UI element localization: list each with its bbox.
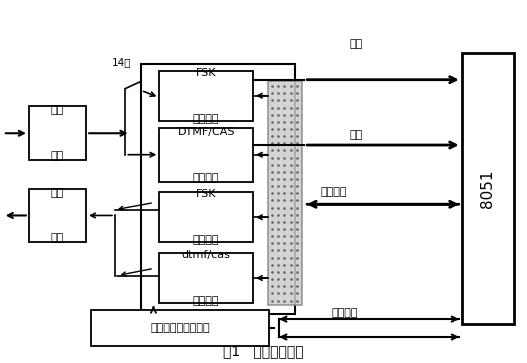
Text: 解码模块: 解码模块 (193, 114, 219, 123)
Bar (462, 53, 514, 325)
Text: 中断: 中断 (349, 130, 363, 140)
Text: 14位: 14位 (112, 57, 131, 67)
Text: 模数: 模数 (51, 105, 64, 115)
Text: 转换: 转换 (51, 233, 64, 243)
Text: 8051: 8051 (480, 170, 495, 208)
Text: 中断: 中断 (349, 39, 363, 49)
Text: FSK: FSK (196, 189, 217, 199)
Bar (29, 106, 86, 160)
Text: FSK: FSK (196, 68, 217, 78)
Text: 图1   芯片总体结构: 图1 芯片总体结构 (223, 344, 304, 358)
Bar (159, 128, 253, 182)
Text: 数据总线: 数据总线 (321, 187, 347, 197)
Bar (91, 310, 269, 346)
Text: DTMF/CAS: DTMF/CAS (178, 127, 235, 137)
Text: 编码模块: 编码模块 (193, 235, 219, 245)
Text: dtmf/cas: dtmf/cas (182, 250, 231, 260)
Bar (268, 81, 301, 305)
Bar (29, 189, 86, 242)
Bar (159, 71, 253, 121)
Bar (141, 64, 295, 314)
Text: 控制和地址选择模块: 控制和地址选择模块 (150, 323, 210, 333)
Text: 地址总线: 地址总线 (331, 308, 358, 318)
Text: 解码模块: 解码模块 (193, 172, 219, 183)
Text: 数模: 数模 (51, 188, 64, 197)
Bar (159, 192, 253, 242)
Text: 编码模块: 编码模块 (193, 296, 219, 306)
Bar (159, 253, 253, 303)
Text: 转换: 转换 (51, 151, 64, 161)
